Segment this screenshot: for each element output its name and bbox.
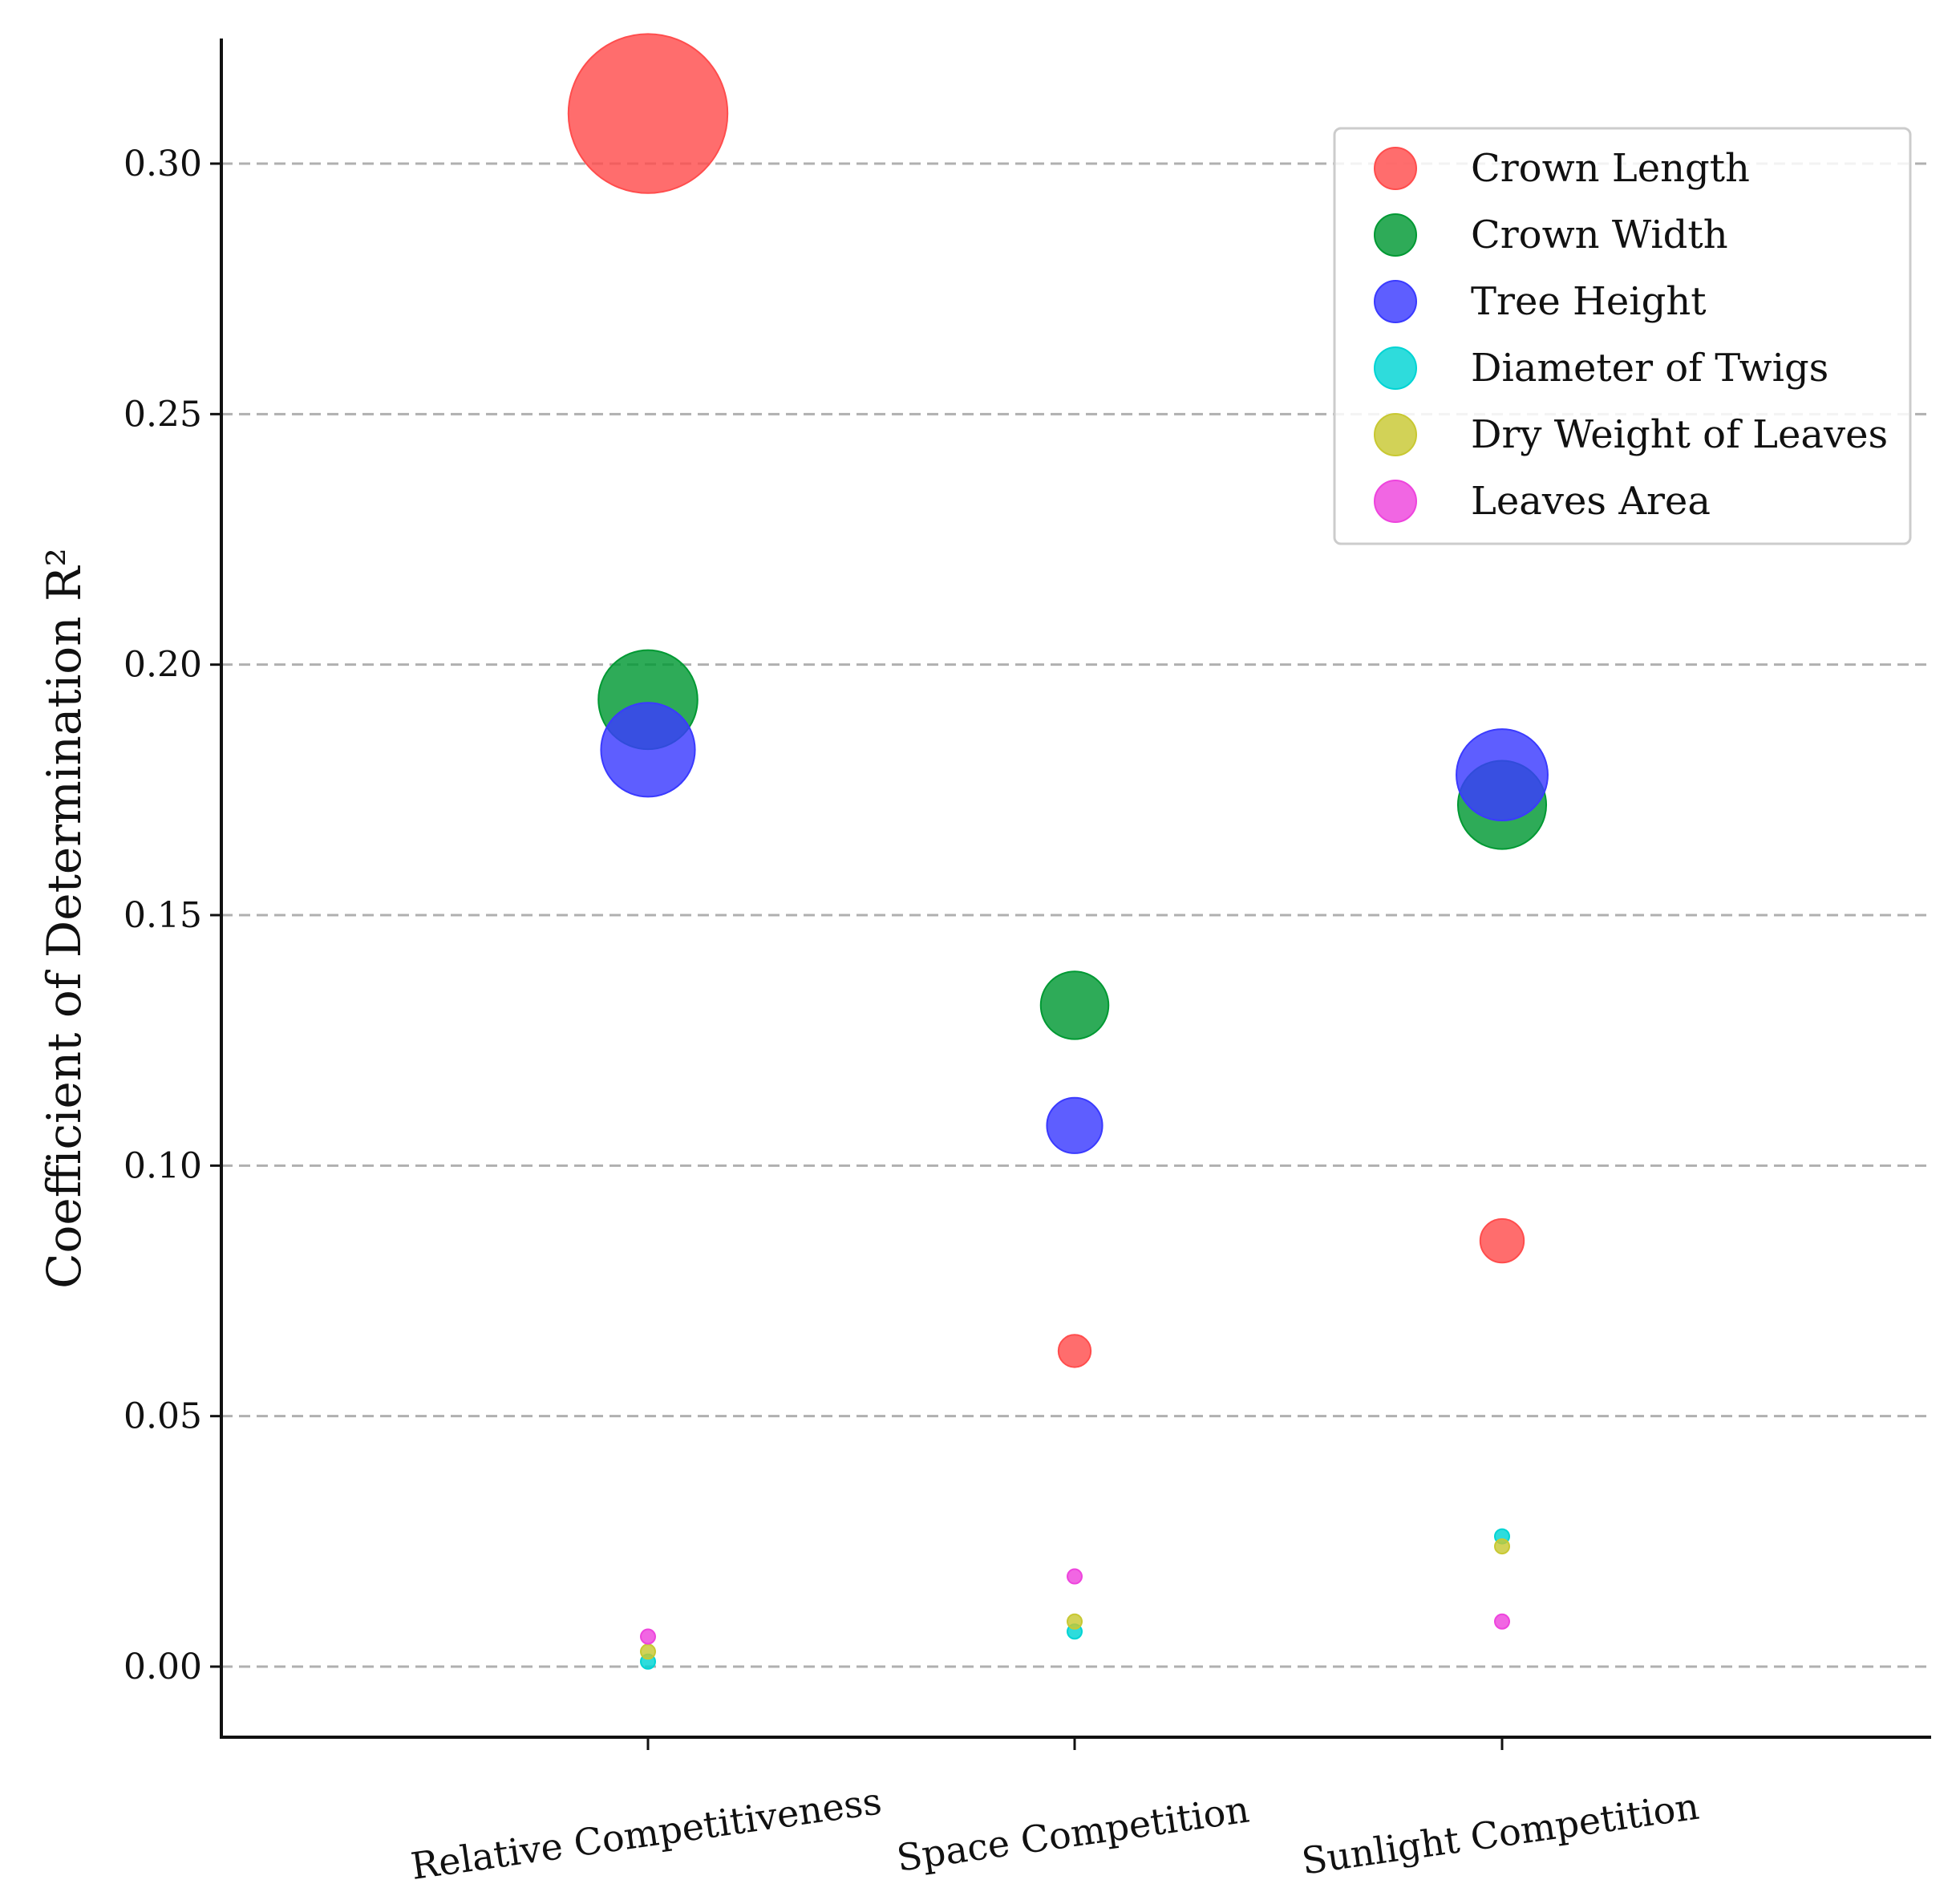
data-bubble	[1494, 1613, 1510, 1630]
legend-frame	[1333, 127, 1912, 545]
y-tick-label: 0.15	[124, 895, 202, 936]
legend-marker	[1374, 213, 1417, 257]
y-tick-label: 0.20	[124, 645, 202, 686]
legend-label: Crown Length	[1471, 146, 1750, 191]
legend-marker	[1374, 480, 1417, 523]
x-axis-ticks: Relative Competitiveness Space Competitio…	[408, 1737, 1702, 1888]
data-bubble	[1456, 728, 1549, 822]
data-bubble	[640, 1628, 656, 1645]
data-bubble	[1057, 1334, 1092, 1368]
data-bubble	[1494, 1538, 1510, 1555]
data-bubbles	[567, 33, 1549, 1670]
legend-marker	[1374, 147, 1417, 190]
x-tick-label: Sunlight Competition	[1299, 1785, 1702, 1883]
x-tick-label: Space Competition	[894, 1788, 1252, 1880]
data-bubble	[1046, 1096, 1104, 1154]
y-tick-label: 0.00	[124, 1647, 202, 1687]
y-tick-label: 0.05	[124, 1396, 202, 1437]
x-tick-label: Relative Competitiveness	[408, 1779, 885, 1888]
legend-label: Tree Height	[1471, 279, 1707, 324]
data-bubble	[600, 702, 696, 798]
data-bubble	[1039, 970, 1110, 1040]
y-tick-label: 0.30	[124, 144, 202, 184]
data-bubble	[640, 1643, 656, 1660]
y-axis-title: Coefficient of Determination R²	[37, 548, 91, 1289]
legend-marker	[1374, 280, 1417, 323]
grid-lines	[221, 162, 1931, 1668]
data-bubble	[1067, 1613, 1083, 1630]
y-tick-label: 0.10	[124, 1145, 202, 1186]
data-bubble	[567, 33, 729, 194]
data-bubble	[1479, 1217, 1525, 1264]
data-bubble	[1067, 1568, 1083, 1585]
legend-label: Leaves Area	[1471, 479, 1711, 524]
legend-label: Dry Weight of Leaves	[1471, 412, 1888, 457]
y-axis-ticks: 0.00 0.05 0.10 0.15 0.20 0.25 0.30	[124, 144, 221, 1687]
y-tick-label: 0.25	[124, 394, 202, 435]
legend: Crown Length Crown Width Tree Height Diamet…	[1333, 127, 1912, 545]
legend-marker	[1374, 413, 1417, 456]
legend-marker	[1374, 346, 1417, 390]
legend-label: Diameter of Twigs	[1471, 346, 1828, 391]
legend-label: Crown Width	[1471, 213, 1728, 257]
